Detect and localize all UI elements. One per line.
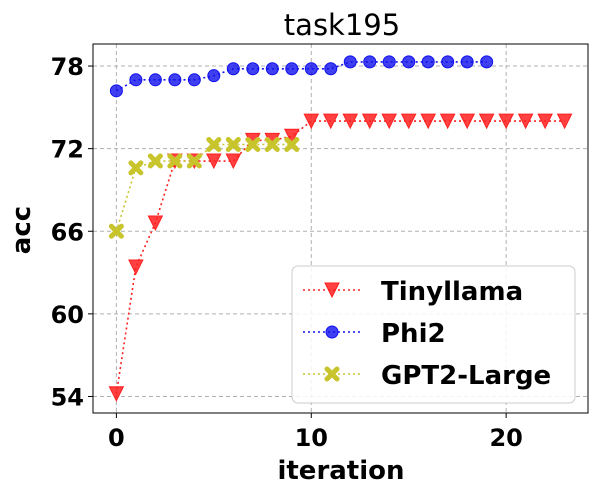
data-point-tinyllama xyxy=(147,215,164,232)
series-phi2 xyxy=(109,55,494,98)
data-point-phi2 xyxy=(441,55,455,69)
data-point-tinyllama xyxy=(361,113,378,130)
data-point-tinyllama xyxy=(225,153,242,170)
data-point-phi2 xyxy=(402,55,416,69)
legend-label: Tinyllama xyxy=(381,277,523,307)
x-tick-label: 10 xyxy=(295,424,328,452)
legend-entry-gpt2-large: GPT2-Large xyxy=(303,361,551,391)
legend-box xyxy=(291,265,576,404)
data-point-tinyllama xyxy=(128,259,144,276)
data-point-phi2 xyxy=(207,69,221,83)
data-point-tinyllama xyxy=(556,113,573,130)
data-point-phi2 xyxy=(109,84,123,98)
legend-label: Phi2 xyxy=(381,319,446,349)
data-point-phi2 xyxy=(187,73,201,87)
data-point-gpt2-large xyxy=(147,153,163,169)
data-point-phi2 xyxy=(421,55,435,69)
x-tick-label: 20 xyxy=(489,424,522,452)
data-point-tinyllama xyxy=(517,113,534,130)
legend-marker xyxy=(324,366,340,382)
legend-label: GPT2-Large xyxy=(381,361,551,391)
data-point-phi2 xyxy=(382,55,396,69)
legend-entry-tinyllama: Tinyllama xyxy=(303,277,523,307)
data-point-phi2 xyxy=(304,62,318,76)
data-point-phi2 xyxy=(265,62,279,76)
data-point-tinyllama xyxy=(108,386,125,402)
data-point-tinyllama xyxy=(537,113,553,130)
data-point-phi2 xyxy=(148,73,162,87)
data-point-tinyllama xyxy=(381,113,398,130)
y-axis-label: acc xyxy=(7,206,37,254)
data-point-tinyllama xyxy=(459,113,475,130)
data-point-tinyllama xyxy=(206,153,222,170)
series-line-gpt2-large xyxy=(115,143,292,232)
series-layer xyxy=(108,55,573,402)
data-point-phi2 xyxy=(226,62,240,76)
data-point-phi2 xyxy=(363,55,377,69)
legend-marker xyxy=(325,325,339,339)
data-point-tinyllama xyxy=(322,113,339,130)
data-point-gpt2-large xyxy=(225,137,241,153)
y-tick-label: 60 xyxy=(51,301,84,329)
legend-marker xyxy=(324,282,340,299)
y-tick-label: 66 xyxy=(51,218,84,246)
data-point-tinyllama xyxy=(283,128,300,145)
data-point-phi2 xyxy=(324,62,338,76)
data-point-phi2 xyxy=(246,62,260,76)
data-point-gpt2-large xyxy=(245,137,261,153)
x-axis-label: iteration xyxy=(277,456,404,486)
data-point-gpt2-large xyxy=(264,137,280,153)
data-point-gpt2-large xyxy=(128,160,144,176)
series-gpt2-large xyxy=(108,137,300,239)
data-point-phi2 xyxy=(480,55,494,69)
y-tick-label: 54 xyxy=(51,383,84,411)
data-point-gpt2-large xyxy=(206,137,222,153)
y-tick-label: 78 xyxy=(51,53,84,81)
data-point-tinyllama xyxy=(400,113,417,130)
data-point-phi2 xyxy=(343,55,357,69)
data-point-tinyllama xyxy=(303,113,320,130)
data-point-tinyllama xyxy=(478,113,495,130)
data-point-tinyllama xyxy=(342,113,359,130)
chart-title: task195 xyxy=(284,8,400,42)
data-point-phi2 xyxy=(285,62,299,76)
data-point-phi2 xyxy=(168,73,182,87)
axis-ticks: 0 10 20 54 60 66 72 78 xyxy=(51,53,523,452)
data-point-tinyllama xyxy=(420,113,437,130)
x-tick-label: 0 xyxy=(108,424,125,452)
data-point-tinyllama xyxy=(498,113,514,130)
data-point-gpt2-large xyxy=(284,137,300,153)
legend: Tinyllama Phi2 GPT2-Large xyxy=(291,265,576,404)
data-point-tinyllama xyxy=(439,113,456,130)
plot-frame xyxy=(92,43,589,414)
data-point-gpt2-large xyxy=(167,153,183,169)
legend-entry-phi2: Phi2 xyxy=(303,319,446,349)
data-point-phi2 xyxy=(129,73,143,87)
data-point-phi2 xyxy=(460,55,474,69)
data-point-gpt2-large xyxy=(186,153,202,169)
data-point-gpt2-large xyxy=(108,223,124,239)
y-tick-label: 72 xyxy=(51,136,84,164)
